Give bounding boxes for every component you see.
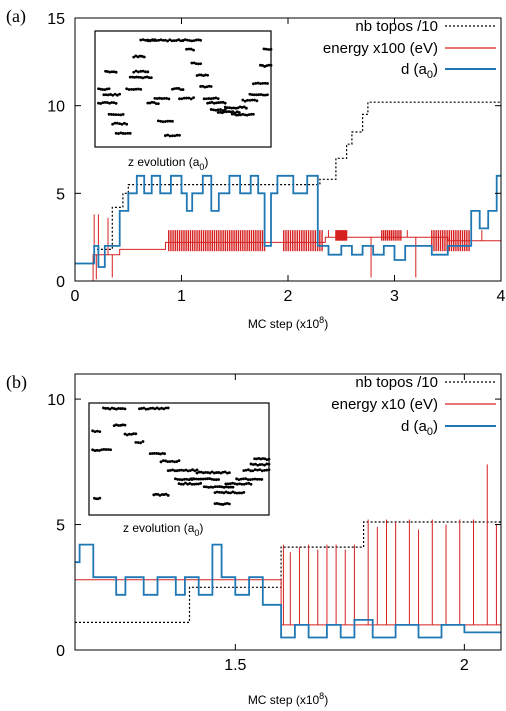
panel-a-inset: z evolution (a0)	[94, 30, 273, 172]
panel-b-legend-energy: energy x10 (eV)	[331, 396, 438, 413]
panel-a-ticks: 0 1 2 3 4 0 5 10 15	[47, 11, 505, 305]
panel-a-series	[75, 101, 501, 282]
panel-a-legend-energy: energy x100 (eV)	[323, 40, 438, 57]
panel-a: (a) 0 1 2 3 4 0 5 10 15 z evolution (a0) nb topo…	[6, 6, 506, 331]
panel-b-inset-dots	[91, 406, 271, 506]
panel-b-label: (b)	[6, 372, 27, 393]
panel-b-ytick-label: 10	[47, 392, 65, 409]
panel-b-ytick-label: 5	[56, 518, 65, 535]
panel-b-series-d	[75, 543, 501, 639]
panel-a-ytick-label: 15	[47, 11, 65, 28]
panel-a-xtick-label: 4	[497, 288, 506, 305]
panel-b-xtick-label: 1.5	[224, 657, 246, 674]
panel-b-x-axis-label: MC step (x108)	[248, 691, 328, 707]
panel-a-ytick-label: 5	[56, 186, 65, 203]
panel-a-energy-band	[381, 230, 402, 241]
panel-b-series-energy	[75, 579, 501, 626]
panel-a-inset-dots	[97, 38, 273, 138]
panel-a-inset-label: z evolution (a0)	[128, 155, 208, 172]
panel-b: (b) 1.5 2 0 5 10 z evolution (a0) nb topos /…	[6, 372, 502, 707]
panel-b-plot-frame	[74, 373, 502, 651]
panel-a-legend-topos: nb topos /10	[355, 18, 438, 35]
panel-b-ytick-label: 0	[56, 643, 65, 660]
panel-a-xtick-label: 0	[71, 288, 80, 305]
panel-a-series-d	[75, 174, 501, 268]
panel-a-energy-band	[335, 230, 348, 241]
panel-b-inset-label: z evolution (a0)	[123, 521, 203, 538]
panel-a-energy-band	[283, 230, 323, 252]
panel-b-xtick-label: 2	[460, 657, 469, 674]
panel-b-inset: z evolution (a0)	[88, 402, 271, 538]
panel-b-legend-d: d (a0)	[401, 418, 438, 438]
panel-b-ticks: 1.5 2 0 5 10	[47, 374, 501, 674]
panel-a-series-topos	[75, 101, 501, 265]
panel-a-legend: nb topos /10 energy x100 (eV) d (a0)	[323, 18, 496, 81]
panel-a-ytick-label: 0	[56, 274, 65, 291]
panel-b-inset-frame	[88, 402, 270, 516]
panel-b-series-topos	[75, 521, 501, 623]
panel-a-legend-d: d (a0)	[401, 61, 438, 81]
panel-b-legend-topos: nb topos /10	[355, 374, 438, 391]
panel-a-xtick-label: 2	[284, 288, 293, 305]
panel-a-x-axis-label: MC step (x108)	[248, 315, 328, 331]
panel-a-energy-band	[168, 230, 266, 252]
panel-a-ytick-label: 10	[47, 99, 65, 116]
panel-a-xtick-label: 1	[177, 288, 186, 305]
panel-a-xtick-label: 3	[390, 288, 399, 305]
panel-b-legend: nb topos /10 energy x10 (eV) d (a0)	[331, 374, 496, 438]
panel-a-label: (a)	[6, 6, 26, 27]
